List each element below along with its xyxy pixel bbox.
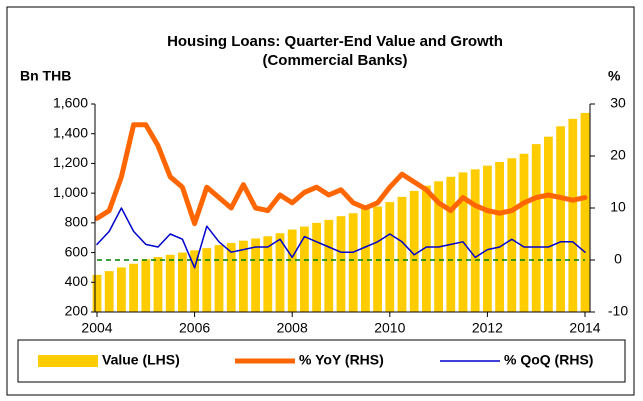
bar [495, 161, 504, 312]
bar [275, 233, 285, 312]
bar [300, 226, 309, 312]
bar [507, 158, 517, 312]
y2-tick-label: -10 [608, 303, 628, 319]
bar [104, 271, 114, 312]
x-tick-label: 2014 [569, 320, 600, 336]
y-tick-label: 600 [65, 243, 89, 259]
bar [470, 169, 480, 312]
line-series [94, 122, 588, 227]
bar [519, 153, 529, 312]
y-axis-label: Bn THB [20, 68, 71, 84]
bar [397, 196, 407, 312]
y2-tick-label: 20 [610, 147, 626, 163]
y2-tick-label: 0 [614, 251, 622, 267]
y-tick-label: 1,000 [53, 184, 88, 200]
bar [568, 118, 578, 312]
bar [165, 254, 175, 312]
bar [141, 259, 151, 312]
bar [312, 222, 321, 312]
y-tick-label: 200 [65, 303, 89, 319]
x-tick-label: 2006 [179, 320, 210, 336]
bar [251, 238, 260, 312]
legend-box [17, 339, 626, 383]
y2-tick-label: 10 [610, 199, 626, 215]
bar [361, 209, 370, 312]
bar [214, 245, 224, 312]
bar [483, 165, 492, 312]
bar [531, 144, 541, 312]
chart-title: (Commercial Banks) [262, 52, 407, 69]
x-tick-label: 2008 [277, 320, 308, 336]
bar [580, 112, 590, 313]
y-tick-label: 1,400 [53, 124, 88, 140]
bar [263, 236, 273, 312]
x-tick-label: 2004 [81, 320, 112, 336]
bar [422, 185, 431, 312]
bar [190, 250, 199, 312]
y2-axis-label: % [608, 68, 621, 84]
y-tick-label: 1,200 [53, 154, 88, 170]
y-tick-label: 800 [65, 214, 89, 230]
legend-label: Value (LHS) [102, 352, 180, 368]
legend-swatch [38, 355, 98, 367]
y-tick-label: 400 [65, 273, 89, 289]
bar [129, 263, 138, 312]
bar [324, 219, 334, 312]
bar [92, 274, 102, 312]
x-tick-label: 2010 [374, 320, 405, 336]
y-tick-label: 1,600 [53, 95, 88, 111]
line-series [96, 207, 586, 269]
x-tick-label: 2012 [472, 320, 503, 336]
legend-label: % QoQ (RHS) [504, 352, 593, 368]
bar [202, 248, 212, 312]
bar [409, 190, 419, 312]
bar [336, 216, 346, 312]
bar [385, 202, 395, 312]
legend-label: % YoY (RHS) [299, 352, 384, 368]
bar [544, 136, 553, 312]
bar [287, 229, 297, 312]
bar [117, 267, 126, 312]
bar [226, 242, 236, 312]
bar [348, 213, 358, 312]
bar [556, 126, 565, 313]
bar [178, 252, 187, 312]
chart-title: Housing Loans: Quarter-End Value and Gro… [167, 33, 503, 50]
y2-tick-label: 30 [610, 95, 626, 111]
bar [153, 257, 163, 312]
bar [239, 240, 248, 312]
